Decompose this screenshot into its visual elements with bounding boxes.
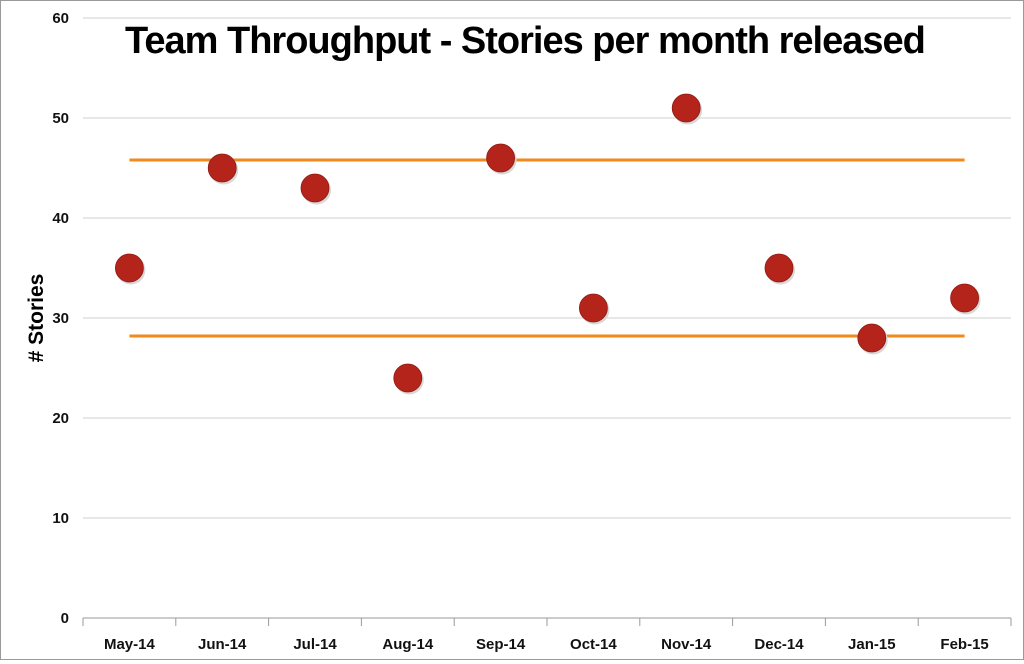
x-tick-label: Sep-14 [476,636,526,653]
reference-lines [129,158,965,338]
data-point [764,253,794,283]
y-axis-ticks: 0 10 20 30 40 50 60 [52,10,69,627]
y-tick-label: 60 [52,10,69,27]
data-point [393,363,423,393]
x-tick-label: Nov-14 [661,636,712,653]
x-axis: May-14 Jun-14 Jul-14 Aug-14 Sep-14 Oct-14 Nov-… [82,618,1012,653]
y-tick-label: 50 [52,110,69,127]
data-point [671,93,701,123]
data-point [300,173,330,203]
data-point [950,283,979,313]
y-axis-label: # Stories [25,274,48,363]
x-tick-label: Feb-15 [940,636,988,653]
y-tick-label: 0 [61,610,69,627]
x-tick-label: Dec-14 [754,636,804,653]
data-point [579,293,608,323]
x-tick-label: May-14 [104,636,156,653]
x-tick-label: Aug-14 [382,636,433,653]
y-tick-label: 10 [52,510,69,527]
x-tick-label: Oct-14 [570,636,617,653]
data-points [114,93,981,395]
data-point [114,253,144,283]
x-tick-label: Jun-14 [198,636,247,653]
gridlines [83,17,1011,619]
x-tick-label: Jul-14 [293,636,337,653]
data-point [207,153,237,183]
chart-title: Team Throughput - Stories per month rele… [125,20,925,62]
y-tick-label: 30 [52,310,69,327]
data-point [486,143,516,173]
y-tick-label: 40 [52,210,69,227]
y-tick-label: 20 [52,410,69,427]
x-tick-label: Jan-15 [848,636,896,653]
data-point [857,323,887,353]
